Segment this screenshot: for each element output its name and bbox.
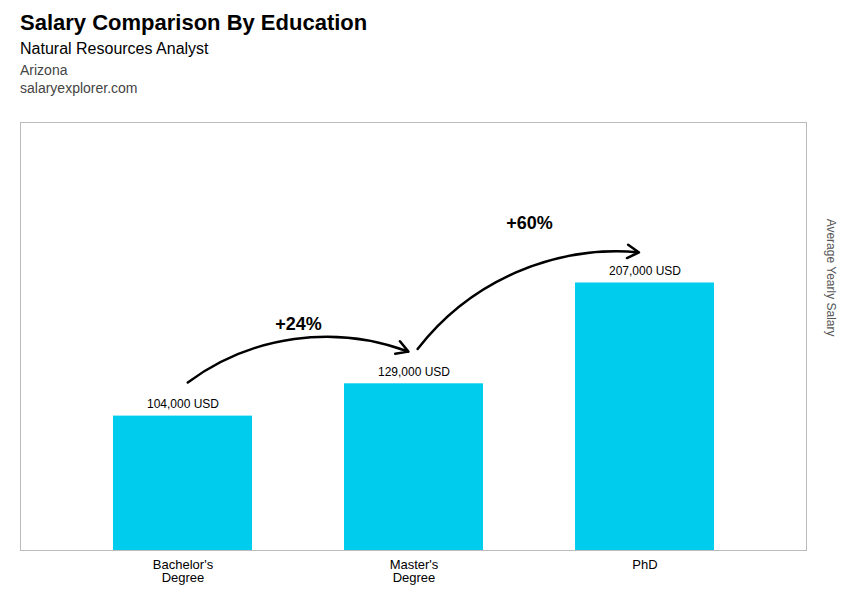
- html-text:Arizona: Arizona: [20, 62, 68, 78]
- svg-text:+60%: +60%: [506, 213, 553, 233]
- svg-text:207,000 USD: 207,000 USD: [609, 264, 681, 278]
- html-text:Salary Comparison By Education: Salary Comparison By Education: [20, 10, 368, 35]
- svg-text:104,000 USD: 104,000 USD: [147, 397, 219, 411]
- svg-text:Bachelor'sDegree: Bachelor'sDegree: [153, 557, 214, 585]
- svg-text:129,000 USD: 129,000 USD: [378, 365, 450, 379]
- svg-text:PhD: PhD: [632, 557, 657, 572]
- svg-text:+24%: +24%: [275, 314, 322, 334]
- html-text:salaryexplorer.com: salaryexplorer.com: [20, 80, 138, 96]
- html-text:Natural Resources Analyst: Natural Resources Analyst: [20, 40, 209, 57]
- svg-text:Master'sDegree: Master'sDegree: [390, 557, 439, 585]
- svg-text:Average Yearly Salary: Average Yearly Salary: [824, 219, 838, 337]
